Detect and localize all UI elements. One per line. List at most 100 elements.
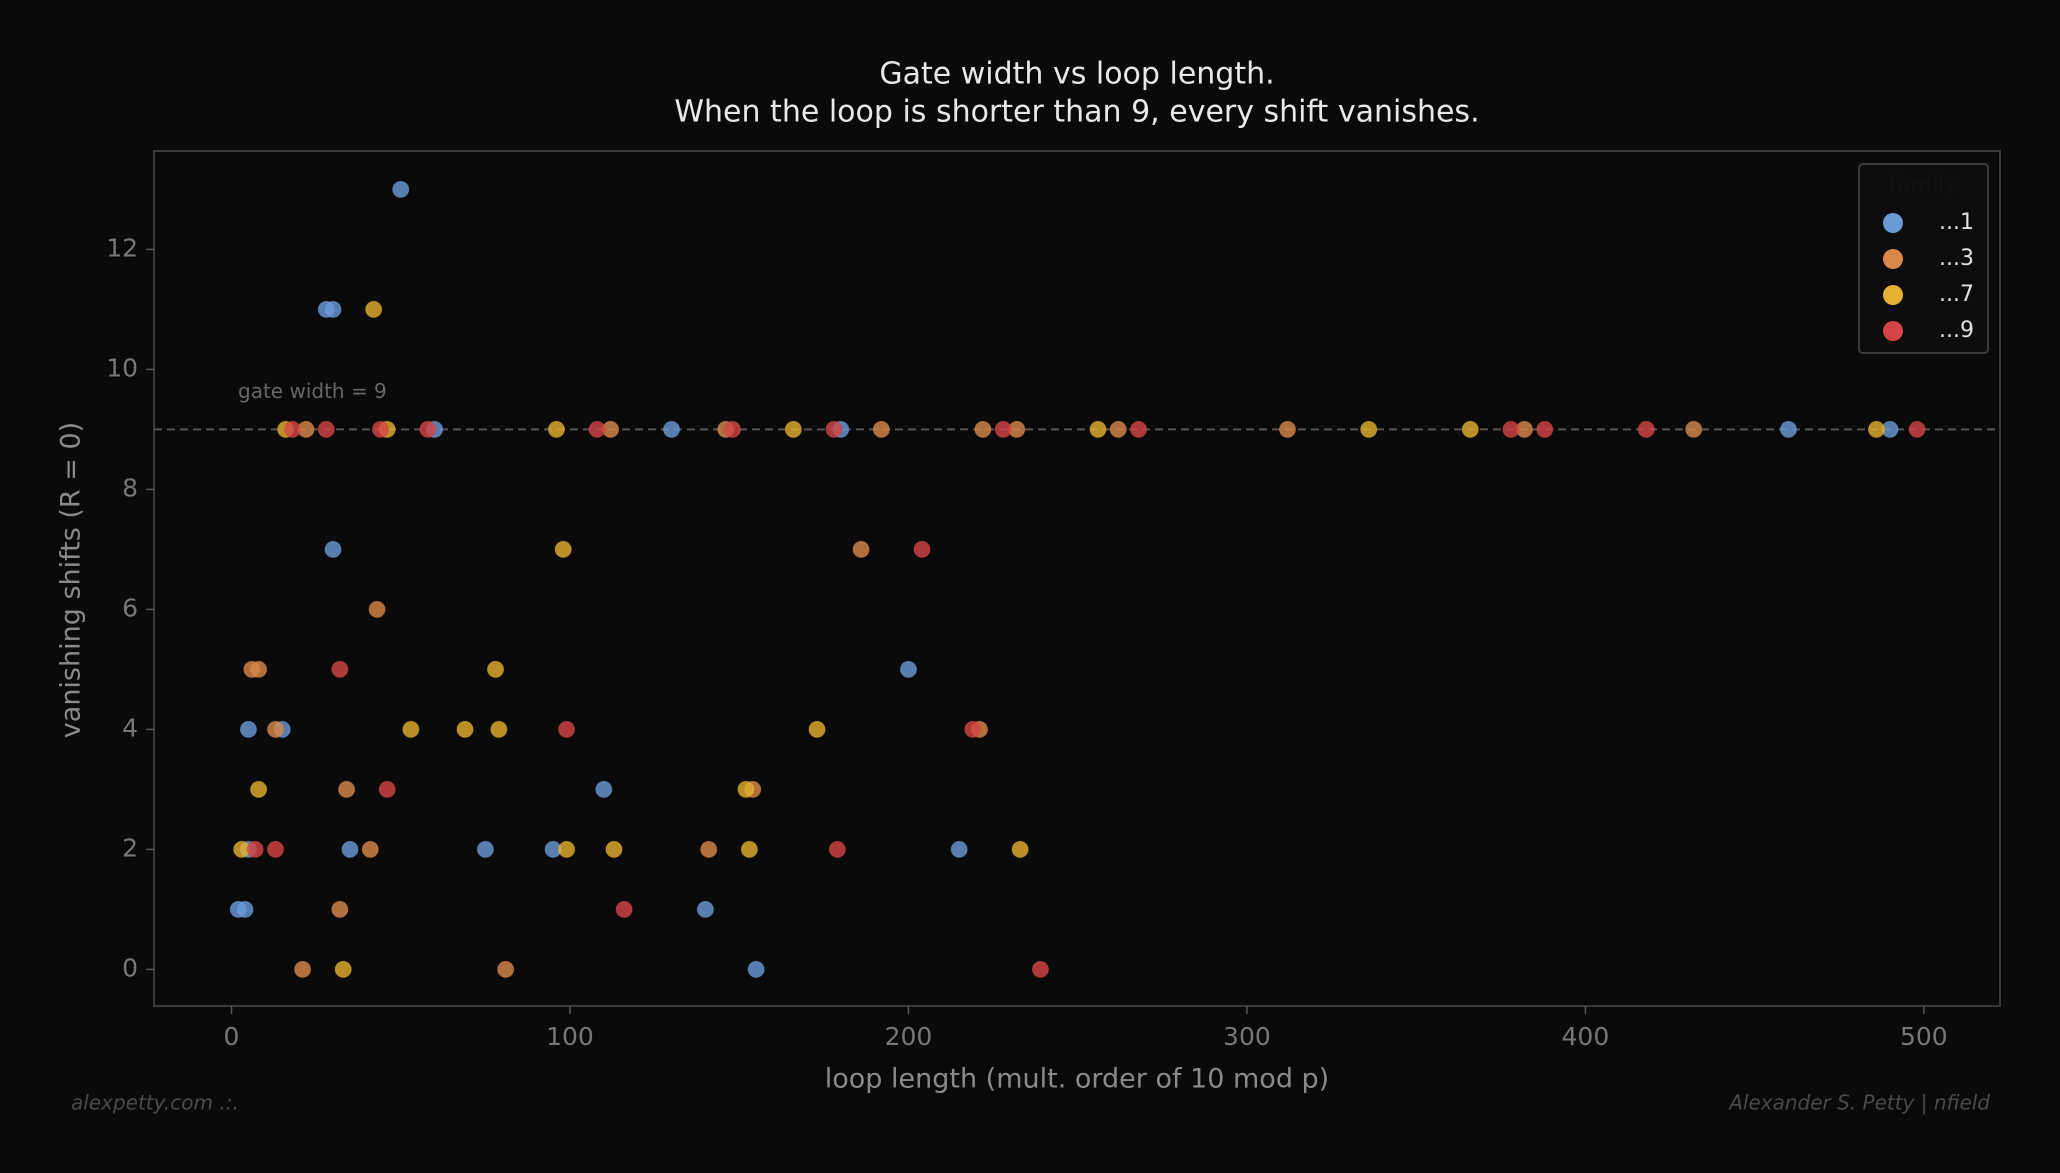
point bbox=[341, 840, 359, 858]
point bbox=[487, 660, 505, 678]
point bbox=[1130, 420, 1148, 438]
point bbox=[1867, 420, 1885, 438]
point bbox=[378, 780, 396, 798]
legend-marker bbox=[1883, 249, 1903, 269]
legend-label: ...7 bbox=[1939, 282, 1974, 307]
legend-label: ...9 bbox=[1939, 318, 1974, 343]
point bbox=[825, 420, 843, 438]
x-axis-label: loop length (mult. order of 10 mod p) bbox=[825, 1064, 1329, 1095]
point bbox=[497, 960, 515, 978]
x-tick-label: 500 bbox=[1900, 1022, 1948, 1051]
reference-label: gate width = 9 bbox=[238, 379, 387, 403]
point bbox=[419, 420, 437, 438]
chart-title: Gate width vs loop length. bbox=[879, 57, 1274, 92]
point bbox=[964, 720, 982, 738]
point bbox=[547, 420, 565, 438]
point bbox=[1011, 840, 1029, 858]
chart-subtitle: When the loop is shorter than 9, every s… bbox=[674, 95, 1479, 130]
point bbox=[324, 300, 342, 318]
point bbox=[490, 720, 508, 738]
point bbox=[615, 900, 633, 918]
point bbox=[250, 780, 268, 798]
point bbox=[558, 720, 576, 738]
y-tick-label: 6 bbox=[122, 593, 138, 622]
point bbox=[294, 960, 312, 978]
legend-marker bbox=[1883, 321, 1903, 341]
x-tick-label: 0 bbox=[224, 1022, 240, 1051]
point bbox=[605, 840, 623, 858]
point bbox=[554, 540, 572, 558]
legend-marker bbox=[1883, 285, 1903, 305]
point bbox=[476, 840, 494, 858]
point bbox=[267, 840, 285, 858]
point bbox=[1360, 420, 1378, 438]
y-tick-label: 2 bbox=[122, 833, 138, 862]
point bbox=[331, 900, 349, 918]
legend-label: ...1 bbox=[1939, 210, 1974, 235]
point bbox=[250, 660, 268, 678]
point bbox=[747, 960, 765, 978]
point bbox=[696, 900, 714, 918]
x-tick-label: 300 bbox=[1223, 1022, 1271, 1051]
point bbox=[737, 780, 755, 798]
point bbox=[236, 900, 254, 918]
x-tick-label: 200 bbox=[885, 1022, 933, 1051]
point bbox=[740, 840, 758, 858]
point bbox=[331, 660, 349, 678]
y-tick-label: 12 bbox=[106, 233, 138, 262]
point bbox=[588, 420, 606, 438]
point bbox=[1031, 960, 1049, 978]
point bbox=[1536, 420, 1554, 438]
point bbox=[913, 540, 931, 558]
point bbox=[784, 420, 802, 438]
point bbox=[338, 780, 356, 798]
point bbox=[317, 420, 335, 438]
point bbox=[1089, 420, 1107, 438]
point bbox=[334, 960, 352, 978]
point bbox=[852, 540, 870, 558]
point bbox=[974, 420, 992, 438]
legend-box bbox=[1858, 163, 1989, 354]
point bbox=[1908, 420, 1926, 438]
point bbox=[246, 840, 264, 858]
point bbox=[558, 840, 576, 858]
legend-label: ...3 bbox=[1939, 246, 1974, 271]
point bbox=[950, 840, 968, 858]
point bbox=[700, 840, 718, 858]
point bbox=[872, 420, 890, 438]
y-tick-label: 0 bbox=[122, 953, 138, 982]
point bbox=[1685, 420, 1703, 438]
legend-title: family bbox=[1889, 173, 1957, 198]
point bbox=[1502, 420, 1520, 438]
point bbox=[595, 780, 613, 798]
point bbox=[267, 720, 285, 738]
y-tick-label: 8 bbox=[122, 473, 138, 502]
point bbox=[994, 420, 1012, 438]
point bbox=[828, 840, 846, 858]
point bbox=[239, 720, 257, 738]
point bbox=[283, 420, 301, 438]
point bbox=[1637, 420, 1655, 438]
y-tick-label: 10 bbox=[106, 353, 138, 382]
point bbox=[723, 420, 741, 438]
point bbox=[402, 720, 420, 738]
footer-left: alexpetty.com .:. bbox=[71, 1091, 239, 1115]
point bbox=[808, 720, 826, 738]
y-axis-label: vanishing shifts (R = 0) bbox=[56, 422, 87, 738]
footer-right: Alexander S. Petty | nfield bbox=[1727, 1091, 1990, 1115]
x-tick-label: 100 bbox=[546, 1022, 594, 1051]
point bbox=[361, 840, 379, 858]
point bbox=[392, 180, 410, 198]
point bbox=[368, 600, 386, 618]
point bbox=[1109, 420, 1127, 438]
point bbox=[324, 540, 342, 558]
point bbox=[365, 300, 383, 318]
point bbox=[371, 420, 389, 438]
y-tick-label: 4 bbox=[122, 713, 138, 742]
point bbox=[1461, 420, 1479, 438]
point bbox=[663, 420, 681, 438]
point bbox=[899, 660, 917, 678]
point bbox=[1279, 420, 1297, 438]
x-tick-label: 400 bbox=[1562, 1022, 1610, 1051]
